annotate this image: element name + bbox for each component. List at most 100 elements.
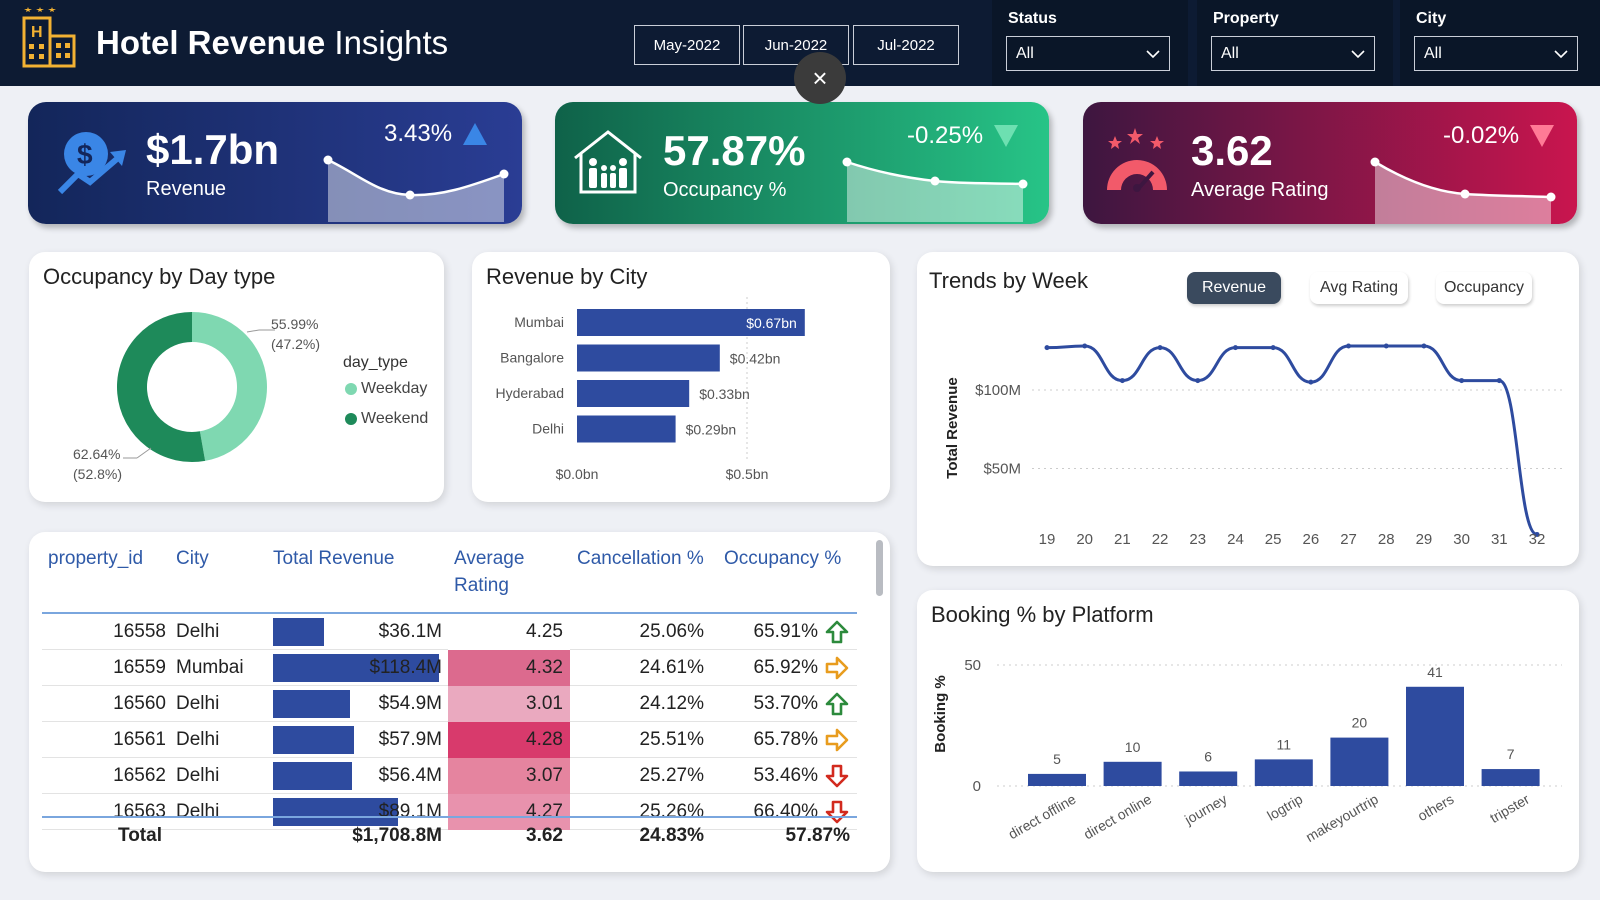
weekend-swatch-icon — [345, 413, 357, 425]
col-header-city[interactable]: City — [176, 548, 209, 569]
col-header-average-rating[interactable]: Average Rating — [454, 548, 525, 596]
trend-point — [1308, 379, 1314, 385]
rating-heat-cell — [448, 614, 570, 650]
revenue-trend-line — [1046, 344, 1538, 536]
platform-category-label: makeyourtrip — [1303, 791, 1381, 845]
platform-bar-others — [1406, 686, 1464, 786]
cell-average-rating: 3.07 — [526, 765, 563, 786]
platform-value-label: 11 — [1277, 736, 1292, 752]
col-header-cancellation[interactable]: Cancellation % — [577, 548, 704, 569]
weekend-data-label: 62.64% (52.8%) — [73, 446, 123, 482]
cell-average-rating: 3.01 — [526, 693, 563, 714]
city-bar-hyderabad — [577, 380, 690, 407]
table-row[interactable]: 16559 Mumbai $118.4M 4.32 24.61% 65.92% — [42, 650, 857, 686]
x-tick-label: 27 — [1340, 531, 1357, 548]
city-filter: City All — [1400, 0, 1600, 86]
platform-category-label: others — [1415, 791, 1457, 824]
table-row[interactable]: 16562 Delhi $56.4M 3.07 25.27% 53.46% — [42, 758, 857, 794]
cell-occupancy: 65.92% — [753, 657, 818, 678]
revenue-kpi-label: Revenue — [146, 178, 227, 200]
city-dropdown-value: All — [1424, 45, 1442, 62]
cell-city: Delhi — [176, 765, 220, 786]
occupancy-kpi-card[interactable]: 57.87% Occupancy % -0.25% — [555, 102, 1049, 224]
revenue-sparkline — [323, 155, 509, 222]
city-value-label: $0.42bn — [730, 351, 781, 367]
donut-slice-weekday — [191, 312, 267, 461]
total-cancellation: 24.83% — [639, 825, 704, 846]
arrow-right-icon — [825, 728, 849, 752]
table-row[interactable]: 16561 Delhi $57.9M 4.28 25.51% 65.78% — [42, 722, 857, 758]
booking-by-platform-title: Booking % by Platform — [931, 602, 1154, 627]
revenue-by-city-title: Revenue by City — [486, 264, 648, 289]
rating-heat-cell — [448, 794, 570, 830]
clear-selection-button[interactable]: × — [794, 52, 846, 104]
city-value-label: $0.29bn — [686, 422, 737, 438]
triangle-up-icon — [463, 123, 488, 145]
property-dropdown[interactable]: All — [1211, 36, 1375, 71]
occupancy-kpi-label: Occupancy % — [663, 179, 787, 201]
rating-kpi-card[interactable]: 3.62 Average Rating -0.02% — [1083, 102, 1577, 224]
donut-slice-weekend — [117, 312, 206, 462]
x-tick-label: 32 — [1529, 531, 1546, 548]
triangle-down-icon — [1530, 125, 1555, 147]
trends-by-week-card: Trends by Week $100M $50M Total Revenue 19 2… — [917, 252, 1579, 566]
rating-heat-cell — [448, 758, 570, 794]
y-tick-label: $100M — [975, 382, 1021, 399]
y-axis-label: Booking % — [932, 675, 949, 753]
month-button-may[interactable]: May-2022 — [634, 25, 740, 65]
legend-item-weekday[interactable]: Weekday — [345, 380, 427, 398]
cell-city: Delhi — [176, 621, 220, 642]
total-label: Total — [118, 825, 162, 846]
trends-line-chart: $100M $50M Total Revenue 19 20 21 22 23 24 25 26 27… — [944, 343, 1562, 548]
x-tick-label: $0.0bn — [556, 466, 599, 482]
booking-by-platform-card: Booking % by Platform Booking % 50 0 5 direc… — [917, 590, 1579, 872]
status-dropdown[interactable]: All — [1006, 36, 1170, 71]
rating-gauge-icon — [1107, 128, 1167, 192]
table-scrollbar[interactable] — [876, 540, 883, 596]
trend-point — [1534, 531, 1540, 537]
y-tick-label: $50M — [983, 461, 1021, 478]
cell-occupancy: 53.46% — [753, 765, 818, 786]
trend-toggle-avg-rating[interactable]: Avg Rating — [1310, 272, 1408, 304]
cell-total-revenue: $56.4M — [378, 765, 442, 786]
chevron-down-icon — [1146, 50, 1160, 59]
rating-kpi-delta-text: -0.02% — [1443, 122, 1520, 149]
city-value-label: $0.33bn — [699, 386, 750, 402]
cell-average-rating: 4.28 — [526, 729, 563, 750]
trend-toggle-revenue[interactable]: Revenue — [1187, 272, 1281, 304]
occupancy-day-type-card: Occupancy by Day type 55.99% (47.2%) 62.6… — [29, 252, 444, 502]
x-tick-label: 22 — [1152, 531, 1169, 548]
trend-toggle-occupancy[interactable]: Occupancy — [1436, 272, 1532, 304]
col-header-total-revenue[interactable]: Total Revenue — [273, 548, 395, 569]
chevron-down-icon — [1351, 50, 1365, 59]
x-tick-label: 24 — [1227, 531, 1244, 548]
revenue-kpi-card[interactable]: $ $1.7bn Revenue 3.43% — [28, 102, 522, 224]
trend-point — [1119, 378, 1125, 384]
month-button-jul[interactable]: Jul-2022 — [853, 25, 959, 65]
revenue-kpi-delta-text: 3.43% — [384, 120, 453, 147]
platform-bar-logtrip — [1254, 759, 1313, 786]
revenue-by-city-card: Revenue by City Mumbai $0.67bn Bangalore $0… — [472, 252, 890, 502]
rating-sparkline — [1370, 157, 1556, 224]
platform-category-label: journey — [1181, 791, 1230, 828]
trend-point — [1346, 343, 1352, 349]
trend-point — [1157, 345, 1163, 351]
table-row[interactable]: 16560 Delhi $54.9M 3.01 24.12% 53.70% — [42, 686, 857, 722]
cell-total-revenue: $54.9M — [378, 693, 442, 714]
legend-item-weekend[interactable]: Weekend — [345, 410, 428, 428]
col-header-property-id[interactable]: property_id — [48, 548, 144, 569]
rating-kpi-delta: -0.02% — [1443, 122, 1555, 150]
col-header-occupancy[interactable]: Occupancy % — [724, 548, 842, 569]
cell-occupancy: 53.70% — [753, 693, 818, 714]
city-dropdown[interactable]: All — [1414, 36, 1578, 71]
cell-average-rating: 4.32 — [526, 657, 563, 678]
trend-point — [1496, 378, 1502, 384]
platform-value-label: 10 — [1125, 739, 1141, 755]
y-tick-label: 0 — [973, 778, 981, 795]
svg-text:H: H — [31, 24, 43, 41]
cell-city: Mumbai — [176, 657, 244, 678]
occupancy-kpi-value: 57.87% — [663, 127, 806, 174]
arrow-right-icon — [825, 656, 849, 680]
y-tick-label: 50 — [964, 657, 981, 674]
table-row[interactable]: 16558 Delhi $36.1M 4.25 25.06% 65.91% — [42, 614, 857, 650]
